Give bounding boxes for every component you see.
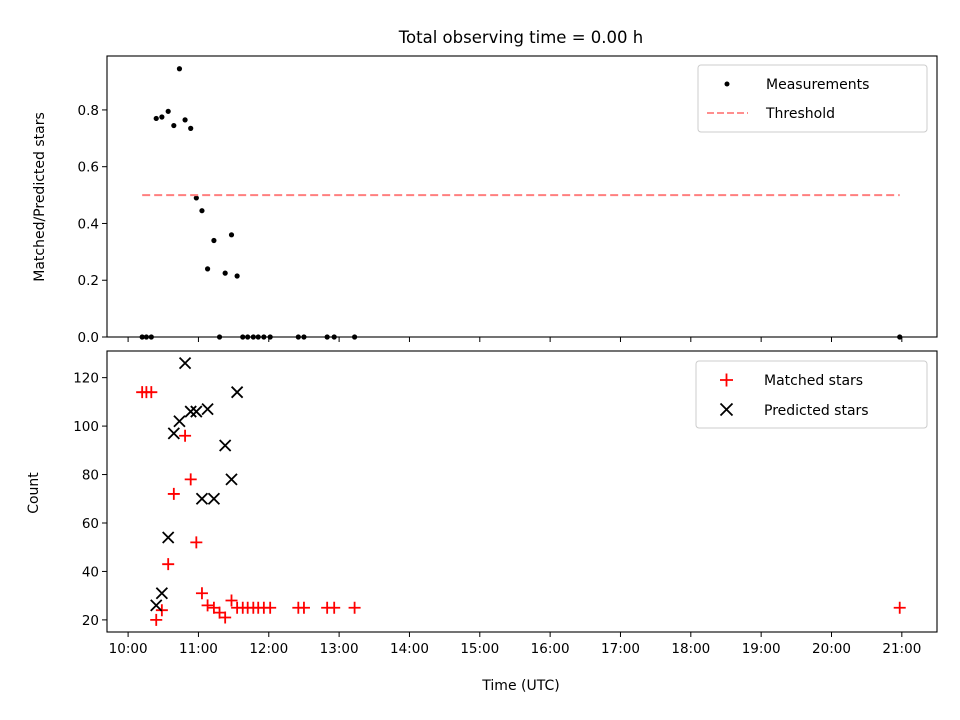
matched-star-point <box>179 429 192 442</box>
top-ytick-label: 0.8 <box>78 103 99 119</box>
legend-predicted-label: Predicted stars <box>764 403 869 419</box>
matched-star-point <box>195 587 208 600</box>
measurement-point <box>222 270 228 276</box>
bottom-axes: 10:00 11:00 12:00 13:00 14:00 15:00 16:00 17:00… <box>73 371 921 657</box>
predicted-star-point <box>219 439 232 452</box>
xtick-label: 14:00 <box>390 641 429 657</box>
measurement-point <box>193 195 199 201</box>
xtick-label: 20:00 <box>812 641 851 657</box>
figure-title: Total observing time = 0.00 h <box>398 28 643 47</box>
matched-star-point <box>150 613 163 626</box>
top-legend-box <box>697 64 928 133</box>
legend-measurements-marker <box>724 81 730 87</box>
measurement-point <box>165 108 171 114</box>
bottom-ylabel: Count <box>26 472 42 514</box>
matched-star-point <box>162 558 175 571</box>
legend-matched-label: Matched stars <box>764 373 863 389</box>
measurement-point <box>153 115 159 122</box>
matched-star-point <box>184 473 197 486</box>
legend-threshold-label: Threshold <box>765 106 835 122</box>
xtick-label: 16:00 <box>531 641 570 657</box>
legend-predicted-marker <box>719 402 734 417</box>
bottom-ytick-label: 100 <box>73 419 99 435</box>
predicted-star-point <box>201 403 214 416</box>
matched-star-point <box>145 386 158 399</box>
bottom-xlabel: Time (UTC) <box>481 678 559 694</box>
measurement-point <box>171 122 177 129</box>
top-ytick-label: 0.2 <box>78 273 99 289</box>
measurement-point <box>159 114 165 120</box>
top-ytick-label: 0.4 <box>78 216 99 232</box>
bottom-panel: 10:00 11:00 12:00 13:00 14:00 15:00 16:00 17:00… <box>26 350 938 694</box>
top-ytick-label: 0.0 <box>78 330 99 346</box>
top-plot-frame <box>106 55 938 338</box>
matched-star-point <box>893 601 906 614</box>
matched-star-point <box>219 611 232 624</box>
predicted-star-point <box>207 492 221 505</box>
legend-measurements-label: Measurements <box>766 77 869 93</box>
top-legend: Measurements Threshold <box>697 64 928 133</box>
predicted-star-point <box>173 415 186 428</box>
matched-star-point <box>297 601 310 614</box>
measurement-point <box>176 66 183 72</box>
matched-star-point <box>264 601 277 614</box>
predicted-star-point <box>162 531 175 544</box>
top-axes: 0.0 0.2 0.4 0.6 0.8 <box>78 103 903 346</box>
predicted-star-point <box>225 473 238 486</box>
measurement-point <box>204 266 211 272</box>
legend-matched-marker <box>720 373 733 387</box>
predicted-star-point <box>184 405 197 418</box>
matched-star-point <box>201 599 214 612</box>
top-ytick-label: 0.6 <box>78 160 99 176</box>
xtick-label: 12:00 <box>249 641 288 657</box>
predicted-star-point <box>150 599 163 612</box>
measurement-point <box>188 125 194 131</box>
xtick-label: 17:00 <box>601 641 640 657</box>
matched-star-point <box>167 487 180 500</box>
bottom-ytick-label: 40 <box>82 564 99 580</box>
measurement-point <box>199 208 205 214</box>
xtick-label: 15:00 <box>460 641 499 657</box>
matched-star-point <box>190 536 203 549</box>
predicted-star-point <box>190 405 203 418</box>
bottom-legend: Matched stars Predicted stars <box>695 360 928 429</box>
top-plot-data <box>139 66 903 340</box>
matched-star-point <box>225 594 238 607</box>
xtick-label: 19:00 <box>742 641 781 657</box>
predicted-star-point <box>167 427 180 440</box>
bottom-ytick-label: 120 <box>73 371 99 387</box>
predicted-star-point <box>178 356 192 370</box>
bottom-plot-data <box>136 356 906 626</box>
xtick-label: 10:00 <box>109 641 148 657</box>
predicted-star-point <box>155 587 169 600</box>
predicted-star-point <box>195 492 209 505</box>
bottom-ytick-label: 80 <box>82 468 99 484</box>
matched-star-point <box>348 601 361 614</box>
measurement-point <box>182 117 188 123</box>
xtick-label: 21:00 <box>882 641 921 657</box>
bottom-ytick-label: 20 <box>82 613 99 629</box>
measurement-point <box>234 273 240 279</box>
predicted-star-point <box>230 386 244 399</box>
matched-star-point <box>328 601 341 614</box>
xtick-label: 13:00 <box>320 641 359 657</box>
bottom-legend-box <box>695 360 928 429</box>
measurement-point <box>211 237 217 244</box>
xtick-label: 11:00 <box>179 641 218 657</box>
measurement-point <box>228 232 235 238</box>
xtick-label: 18:00 <box>671 641 710 657</box>
bottom-plot-frame <box>106 350 938 633</box>
bottom-ytick-label: 60 <box>82 516 99 532</box>
top-panel: 0.00.20.40.60.8 Matched/Predicted stars … <box>32 55 938 346</box>
top-ylabel: Matched/Predicted stars <box>32 112 48 282</box>
